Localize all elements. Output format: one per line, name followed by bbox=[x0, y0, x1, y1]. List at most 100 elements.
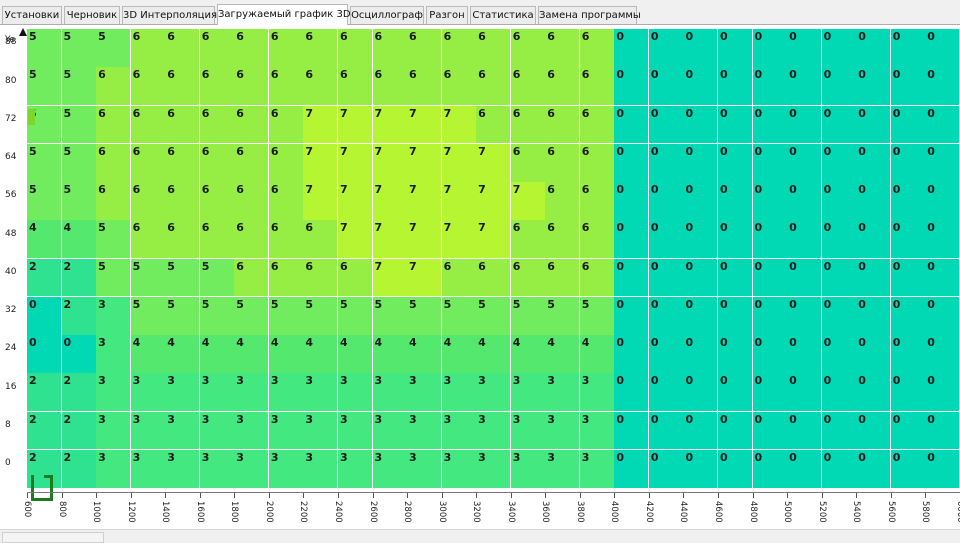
table-cell[interactable]: 0 bbox=[718, 335, 753, 374]
table-cell[interactable]: 0 bbox=[614, 182, 649, 221]
table-cell[interactable]: 0 bbox=[787, 297, 822, 336]
table-cell[interactable]: 0 bbox=[27, 335, 62, 374]
table-cell[interactable]: 0 bbox=[891, 297, 926, 336]
table-cell[interactable]: 0 bbox=[856, 106, 891, 145]
table-cell[interactable]: 6 bbox=[234, 29, 269, 68]
table-cell[interactable]: 0 bbox=[753, 412, 788, 451]
table-cell[interactable]: 5 bbox=[62, 182, 97, 221]
table-cell[interactable]: 0 bbox=[891, 373, 926, 412]
table-cell[interactable]: 2 bbox=[27, 373, 62, 412]
table-cell[interactable]: 6 bbox=[373, 67, 408, 106]
table-cell[interactable]: 0 bbox=[787, 29, 822, 68]
table-cell[interactable]: 3 bbox=[303, 373, 338, 412]
table-cell[interactable]: 0 bbox=[822, 144, 857, 183]
table-cell[interactable]: 2 bbox=[27, 412, 62, 451]
table-cell[interactable]: 2 bbox=[62, 259, 97, 298]
table-cell[interactable]: 3 bbox=[511, 412, 546, 451]
table-cell[interactable]: 0 bbox=[822, 182, 857, 221]
table-cell[interactable]: 6 bbox=[165, 182, 200, 221]
tab-8[interactable]: Замена программы bbox=[538, 6, 637, 24]
table-cell[interactable]: 6 bbox=[96, 182, 131, 221]
table-cell[interactable]: 0 bbox=[683, 259, 718, 298]
table-cell[interactable]: 7 bbox=[338, 182, 373, 221]
table-cell[interactable]: 3 bbox=[476, 412, 511, 451]
table-cell[interactable]: 6 bbox=[200, 144, 235, 183]
table-cell[interactable]: 6 bbox=[580, 67, 615, 106]
table-cell[interactable]: 0 bbox=[753, 450, 788, 489]
table-cell[interactable]: 6 bbox=[303, 29, 338, 68]
table-cell[interactable]: 3 bbox=[234, 412, 269, 451]
table-cell[interactable]: 6 bbox=[234, 220, 269, 259]
table-cell[interactable]: 0 bbox=[649, 259, 684, 298]
table-cell[interactable]: 4 bbox=[303, 335, 338, 374]
table-cell[interactable]: 3 bbox=[442, 412, 477, 451]
table-cell[interactable]: 0 bbox=[683, 297, 718, 336]
table-cell[interactable]: 0 bbox=[649, 297, 684, 336]
table-cell[interactable]: 6 bbox=[545, 182, 580, 221]
table-cell[interactable]: 0 bbox=[822, 450, 857, 489]
table-cell[interactable]: 7 bbox=[373, 182, 408, 221]
table-cell[interactable]: 5 bbox=[165, 297, 200, 336]
table-cell[interactable]: 3 bbox=[511, 450, 546, 489]
table-cell[interactable]: 0 bbox=[683, 144, 718, 183]
table-cell[interactable]: 5 bbox=[62, 106, 97, 145]
table-cell[interactable]: 6 bbox=[407, 67, 442, 106]
table-cell[interactable]: 0 bbox=[891, 182, 926, 221]
table-cell[interactable]: 3 bbox=[96, 412, 131, 451]
table-cell[interactable]: 5 bbox=[62, 144, 97, 183]
table-cell[interactable]: 0 bbox=[925, 106, 960, 145]
table-cell[interactable]: 6 bbox=[338, 67, 373, 106]
table-cell[interactable]: 0 bbox=[753, 29, 788, 68]
table-cell[interactable]: 6 bbox=[511, 144, 546, 183]
table-cell[interactable]: 0 bbox=[822, 106, 857, 145]
table-cell[interactable]: 0 bbox=[891, 67, 926, 106]
table-cell[interactable]: 0 bbox=[649, 106, 684, 145]
table-cell[interactable]: 5 bbox=[96, 29, 131, 68]
table-cell[interactable]: 0 bbox=[891, 335, 926, 374]
table-cell[interactable]: 5 bbox=[234, 297, 269, 336]
table-cell[interactable]: 0 bbox=[925, 144, 960, 183]
table-cell[interactable]: 0 bbox=[718, 67, 753, 106]
table-cell[interactable]: 7 bbox=[303, 182, 338, 221]
table-cell[interactable]: 3 bbox=[407, 412, 442, 451]
tab-4[interactable]: Загружаемый график 3D bbox=[217, 4, 348, 25]
table-cell[interactable]: 6 bbox=[96, 144, 131, 183]
table-cell[interactable]: 0 bbox=[649, 182, 684, 221]
table-cell[interactable]: 0 bbox=[718, 412, 753, 451]
table-cell[interactable]: 7 bbox=[373, 144, 408, 183]
table-cell[interactable]: 0 bbox=[683, 67, 718, 106]
table-cell[interactable]: 6 bbox=[96, 67, 131, 106]
table-cell[interactable]: 5 bbox=[580, 297, 615, 336]
table-cell[interactable]: 4 bbox=[62, 220, 97, 259]
tab-5[interactable]: Осциллограф bbox=[350, 6, 424, 24]
table-cell[interactable]: 0 bbox=[856, 144, 891, 183]
table-cell[interactable]: 6 bbox=[442, 29, 477, 68]
table-cell[interactable]: 4 bbox=[338, 335, 373, 374]
table-cell[interactable]: 0 bbox=[614, 67, 649, 106]
table-cell[interactable]: 0 bbox=[27, 297, 62, 336]
table-cell[interactable]: 6 bbox=[338, 29, 373, 68]
table-cell[interactable]: 0 bbox=[683, 29, 718, 68]
table-cell[interactable]: 4 bbox=[442, 335, 477, 374]
table-cell[interactable]: 4 bbox=[545, 335, 580, 374]
table-cell[interactable]: 0 bbox=[614, 335, 649, 374]
table-cell[interactable]: 3 bbox=[338, 450, 373, 489]
table-cell[interactable]: 7 bbox=[407, 259, 442, 298]
table-cell[interactable]: 0 bbox=[925, 335, 960, 374]
table-cell[interactable]: 0 bbox=[753, 182, 788, 221]
table-cell[interactable]: 5 bbox=[442, 297, 477, 336]
table-cell[interactable]: 4 bbox=[27, 220, 62, 259]
tab-7[interactable]: Статистика bbox=[470, 6, 536, 24]
table-cell[interactable]: 0 bbox=[787, 335, 822, 374]
table-cell[interactable]: 3 bbox=[442, 450, 477, 489]
table-cell[interactable]: 4 bbox=[200, 335, 235, 374]
table-cell[interactable]: 0 bbox=[787, 220, 822, 259]
table-cell[interactable]: 6 bbox=[545, 29, 580, 68]
table-cell[interactable]: 5 bbox=[373, 297, 408, 336]
table-cell[interactable]: 6 bbox=[373, 29, 408, 68]
table-cell[interactable]: 6 bbox=[511, 106, 546, 145]
table-cell[interactable]: 3 bbox=[96, 373, 131, 412]
table-cell[interactable]: 3 bbox=[131, 373, 166, 412]
table-cell[interactable]: 3 bbox=[131, 450, 166, 489]
table-cell[interactable]: 6 bbox=[442, 67, 477, 106]
